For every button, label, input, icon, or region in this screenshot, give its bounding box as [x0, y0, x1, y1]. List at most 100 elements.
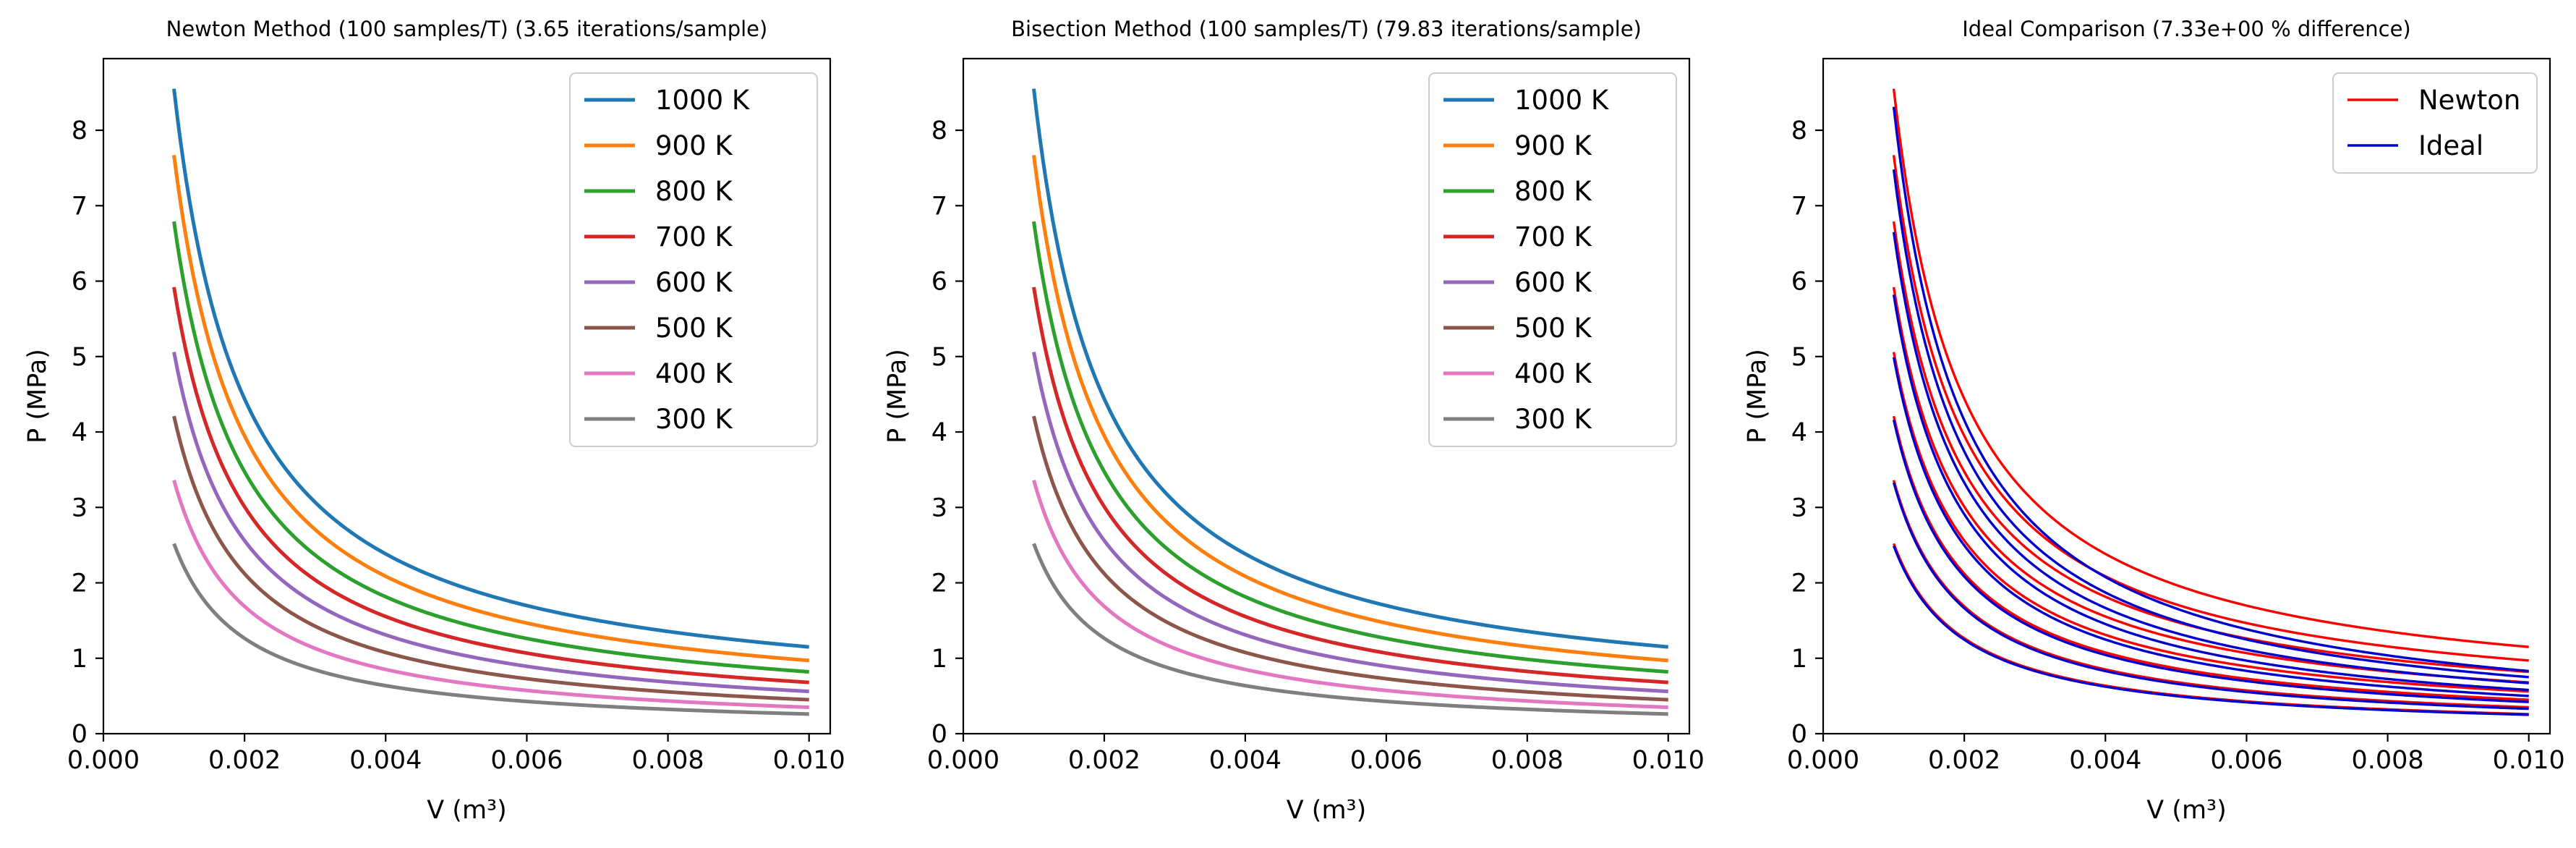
x-tick-label: 0.000	[927, 746, 999, 775]
plot-lines	[1031, 88, 1668, 716]
series-line-800-k	[172, 221, 809, 674]
x-tick-label: 0.010	[2493, 746, 2565, 775]
series-line-ideal-1	[1892, 106, 2529, 673]
x-tick-label: 0.010	[773, 746, 845, 775]
y-tick-label: 2	[931, 569, 947, 598]
y-tick-label: 2	[1791, 569, 1807, 598]
y-tick-label: 7	[931, 192, 947, 221]
legend-label: 700 K	[1514, 221, 1592, 253]
y-tick-label: 4	[931, 418, 947, 447]
legend-label: 400 K	[1514, 358, 1592, 389]
legend-box	[1428, 72, 1677, 447]
legend-label: 700 K	[655, 221, 733, 253]
series-line-600-k	[1032, 352, 1668, 694]
y-tick-label: 8	[1791, 116, 1807, 145]
series-line-newton-4	[1892, 287, 2529, 684]
series-line-ideal-4	[1892, 294, 2529, 692]
series-line-400-k	[172, 480, 809, 710]
series-line-400-k	[1032, 480, 1668, 710]
series-line-700-k	[172, 287, 809, 684]
y-tick-label: 7	[72, 192, 88, 221]
legend-label: 500 K	[655, 313, 733, 344]
y-axis-label: P (MPa)	[1743, 349, 1772, 444]
legend-box	[569, 72, 818, 447]
series-line-300-k	[1032, 543, 1668, 716]
x-tick-label: 0.000	[67, 746, 140, 775]
series-line-500-k	[172, 415, 809, 702]
x-tick-label: 0.004	[2069, 746, 2141, 775]
series-line-ideal-3	[1892, 232, 2529, 684]
x-tick-label: 0.000	[1787, 746, 1859, 775]
chart-panel-3: Ideal Comparison (7.33e+00 % difference)…	[1743, 17, 2565, 825]
y-tick-label: 7	[1791, 192, 1807, 221]
series-line-newton-2	[1892, 155, 2529, 662]
y-tick-label: 8	[72, 116, 88, 145]
x-tick-label: 0.002	[1928, 746, 2000, 775]
x-tick-label: 0.004	[349, 746, 422, 775]
plot-lines	[172, 88, 809, 716]
y-tick-label: 4	[72, 418, 88, 447]
series-line-newton-6	[1892, 415, 2529, 701]
y-tick-label: 2	[72, 569, 88, 598]
series-line-ideal-6	[1892, 419, 2529, 703]
chart-panel-2: Bisection Method (100 samples/T) (79.83 …	[883, 17, 1705, 825]
y-tick-label: 0	[931, 720, 947, 749]
x-tick-label: 0.008	[2351, 746, 2423, 775]
x-tick-label: 0.006	[490, 746, 563, 775]
series-line-newton-7	[1892, 480, 2529, 709]
y-tick-label: 0	[72, 720, 88, 749]
y-tick-label: 1	[72, 645, 88, 674]
series-line-ideal-8	[1892, 545, 2529, 716]
series-line-newton-5	[1892, 352, 2529, 693]
x-tick-label: 0.010	[1632, 746, 1705, 775]
y-axis-label: P (MPa)	[23, 349, 52, 444]
legend-label: 600 K	[655, 267, 733, 298]
axes-frame	[962, 57, 1691, 735]
legend-label: Ideal	[2418, 130, 2483, 161]
legend-label: 400 K	[655, 358, 733, 389]
legend-label: 900 K	[655, 130, 733, 161]
y-tick-label: 5	[72, 343, 88, 372]
series-line-600-k	[172, 352, 809, 694]
plot-lines	[1892, 88, 2529, 716]
x-axis-label: V (m³)	[1287, 796, 1367, 825]
series-line-300-k	[172, 543, 809, 716]
legend: 1000 K 900 K 800 K 700 K 600 K 500 K 400 K 300 …	[569, 72, 818, 447]
x-axis-label: V (m³)	[427, 796, 507, 825]
y-tick-label: 0	[1791, 720, 1807, 749]
y-tick-label: 6	[931, 268, 947, 297]
y-tick-label: 3	[72, 493, 88, 522]
series-line-700-k	[1032, 287, 1668, 684]
legend-label: 500 K	[1514, 313, 1592, 344]
chart-panel-1: Newton Method (100 samples/T) (3.65 iter…	[23, 17, 845, 825]
y-tick-label: 3	[931, 493, 947, 522]
y-tick-label: 6	[72, 268, 88, 297]
y-tick-label: 5	[1791, 343, 1807, 372]
y-tick-label: 5	[931, 343, 947, 372]
y-tick-label: 1	[931, 645, 947, 674]
x-tick-label: 0.006	[2210, 746, 2282, 775]
x-tick-label: 0.004	[1209, 746, 1281, 775]
series-line-1000-k	[1031, 88, 1668, 649]
legend-label: 900 K	[1514, 130, 1592, 161]
chart-title: Ideal Comparison (7.33e+00 % difference)	[1962, 17, 2411, 41]
y-axis-label: P (MPa)	[883, 349, 912, 444]
legend-label: 600 K	[1514, 267, 1592, 298]
series-line-800-k	[1032, 221, 1668, 674]
series-line-900-k	[172, 155, 809, 663]
chart-title: Bisection Method (100 samples/T) (79.83 …	[1011, 17, 1642, 41]
legend: 1000 K 900 K 800 K 700 K 600 K 500 K 400 K 300 …	[1428, 72, 1677, 447]
series-line-1000-k	[172, 88, 809, 649]
axes-frame	[1822, 57, 2551, 735]
x-axis-label: V (m³)	[2146, 796, 2227, 825]
legend-box	[2332, 72, 2538, 174]
series-line-newton-1	[1892, 88, 2529, 648]
y-tick-label: 4	[1791, 418, 1807, 447]
x-tick-label: 0.002	[1068, 746, 1140, 775]
axes-frame	[102, 57, 832, 735]
chart-title: Newton Method (100 samples/T) (3.65 iter…	[166, 17, 768, 41]
x-tick-label: 0.008	[631, 746, 704, 775]
series-line-900-k	[1032, 155, 1668, 663]
series-line-ideal-5	[1892, 357, 2529, 698]
